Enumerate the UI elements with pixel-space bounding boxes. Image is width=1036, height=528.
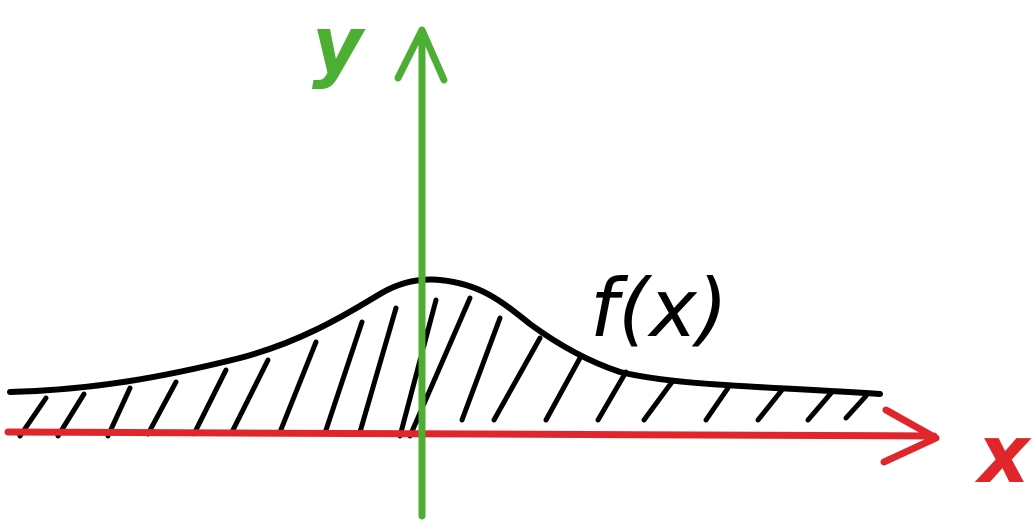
- curve-label: f(x): [590, 262, 728, 355]
- x-axis-label: x: [974, 408, 1032, 501]
- x-axis: [4, 406, 940, 466]
- y-axis: [394, 26, 448, 520]
- area-under-curve-hatching: [17, 295, 869, 439]
- y-axis-label: y: [312, 1, 366, 91]
- function-curve: [7, 276, 883, 397]
